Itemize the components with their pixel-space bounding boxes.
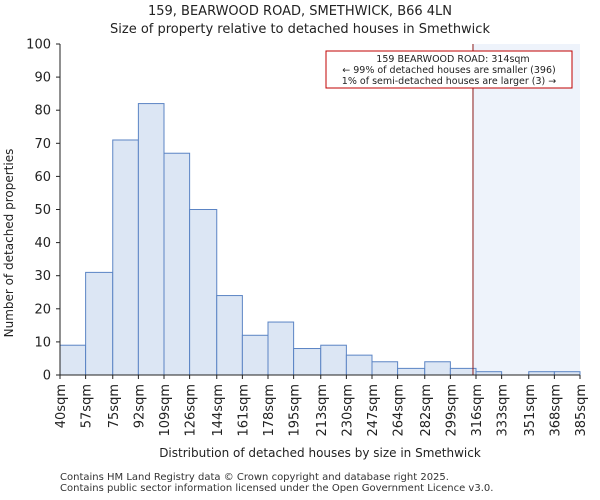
x-tick-label: 385sqm — [574, 384, 589, 437]
y-tick-label: 70 — [34, 137, 51, 152]
histogram-bar — [85, 271, 114, 376]
y-tick-label: 80 — [34, 104, 51, 119]
y-tick-label: 20 — [34, 302, 51, 317]
histogram-bar — [112, 139, 139, 376]
chart-subtitle: Size of property relative to detached ho… — [110, 22, 490, 37]
x-tick-label: 57sqm — [80, 384, 95, 428]
x-tick-label: 195sqm — [288, 384, 303, 437]
x-tick-label: 92sqm — [132, 384, 147, 428]
chart-title: 159, BEARWOOD ROAD, SMETHWICK, B66 4LN — [147, 4, 453, 19]
x-tick-label: 40sqm — [54, 384, 69, 428]
x-tick-label: 299sqm — [444, 384, 459, 437]
x-tick-label: 247sqm — [366, 384, 381, 437]
marker-annotation-line: 1% of semi-detached houses are larger (3… — [342, 76, 556, 87]
histogram-bar — [59, 344, 87, 376]
histogram-bar — [163, 152, 191, 376]
histogram-bar — [320, 344, 347, 376]
y-tick-label: 50 — [34, 203, 51, 218]
y-tick-label: 0 — [43, 369, 51, 384]
y-tick-label: 30 — [34, 269, 51, 284]
x-tick-label: 351sqm — [523, 384, 538, 437]
x-tick-label: 282sqm — [419, 384, 434, 437]
x-tick-label: 316sqm — [470, 384, 485, 437]
y-tick-label: 40 — [34, 236, 51, 251]
attribution-line: Contains public sector information licen… — [60, 483, 494, 494]
histogram-bar — [267, 321, 295, 376]
x-tick-label: 75sqm — [107, 384, 122, 428]
x-tick-label: 368sqm — [548, 384, 563, 437]
x-tick-label: 178sqm — [262, 384, 277, 437]
histogram-bar — [424, 361, 451, 376]
histogram-bar — [449, 367, 477, 376]
x-tick-label: 230sqm — [340, 384, 355, 437]
x-tick-label: 109sqm — [158, 384, 173, 437]
x-tick-label: 161sqm — [236, 384, 251, 437]
histogram-bar — [137, 103, 165, 376]
x-axis-label: Distribution of detached houses by size … — [159, 446, 481, 460]
y-tick-label: 100 — [26, 38, 51, 53]
histogram-bar — [216, 295, 243, 376]
y-tick-label: 10 — [34, 335, 51, 350]
histogram-bar — [189, 209, 218, 376]
histogram-bar — [293, 348, 322, 376]
histogram-bar — [345, 354, 373, 376]
histogram-bar — [397, 367, 426, 376]
histogram-bar — [371, 361, 399, 376]
histogram-bar — [241, 334, 269, 376]
x-tick-label: 333sqm — [496, 384, 511, 437]
attribution-footer: Contains HM Land Registry data © Crown c… — [60, 472, 493, 494]
y-tick-label: 90 — [34, 71, 51, 86]
y-axis-label: Number of detached properties — [2, 149, 16, 338]
larger-region-shade — [472, 44, 580, 375]
x-tick-label: 213sqm — [315, 384, 330, 437]
marker-annotation-box — [325, 50, 573, 89]
attribution-line: Contains HM Land Registry data © Crown c… — [60, 472, 449, 483]
title-block: 159, BEARWOOD ROAD, SMETHWICK, B66 4LN S… — [0, 3, 600, 39]
marker-annotation-line: ← 99% of detached houses are smaller (39… — [342, 65, 555, 76]
marker-annotation-line: 159 BEARWOOD ROAD: 314sqm — [376, 54, 529, 65]
y-tick-label: 60 — [34, 170, 51, 185]
x-tick-label: 126sqm — [184, 384, 199, 437]
x-tick-label: 264sqm — [392, 384, 407, 437]
x-tick-label: 144sqm — [211, 384, 226, 437]
